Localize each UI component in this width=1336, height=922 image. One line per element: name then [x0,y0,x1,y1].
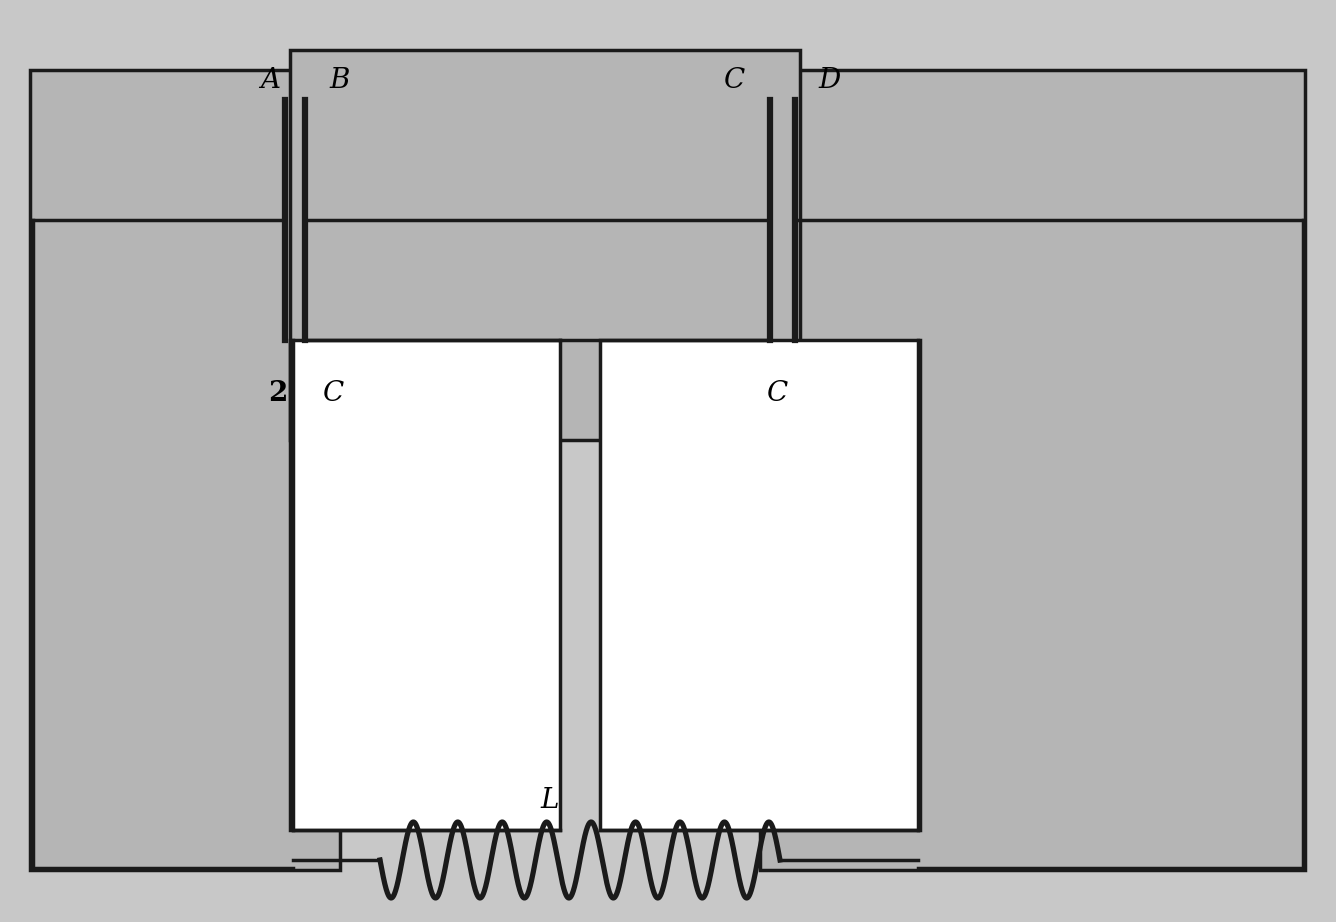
Text: D: D [819,66,842,93]
Text: 2: 2 [267,380,287,407]
Bar [290,50,800,440]
Text: C: C [767,380,788,407]
Text: C: C [724,66,745,93]
Text: B: B [330,66,350,93]
Text: A: A [261,66,281,93]
Bar [29,70,339,870]
Bar [600,340,921,830]
Bar [760,70,1305,870]
Text: L: L [541,786,560,813]
Bar [290,340,560,830]
Text: C: C [323,380,345,407]
